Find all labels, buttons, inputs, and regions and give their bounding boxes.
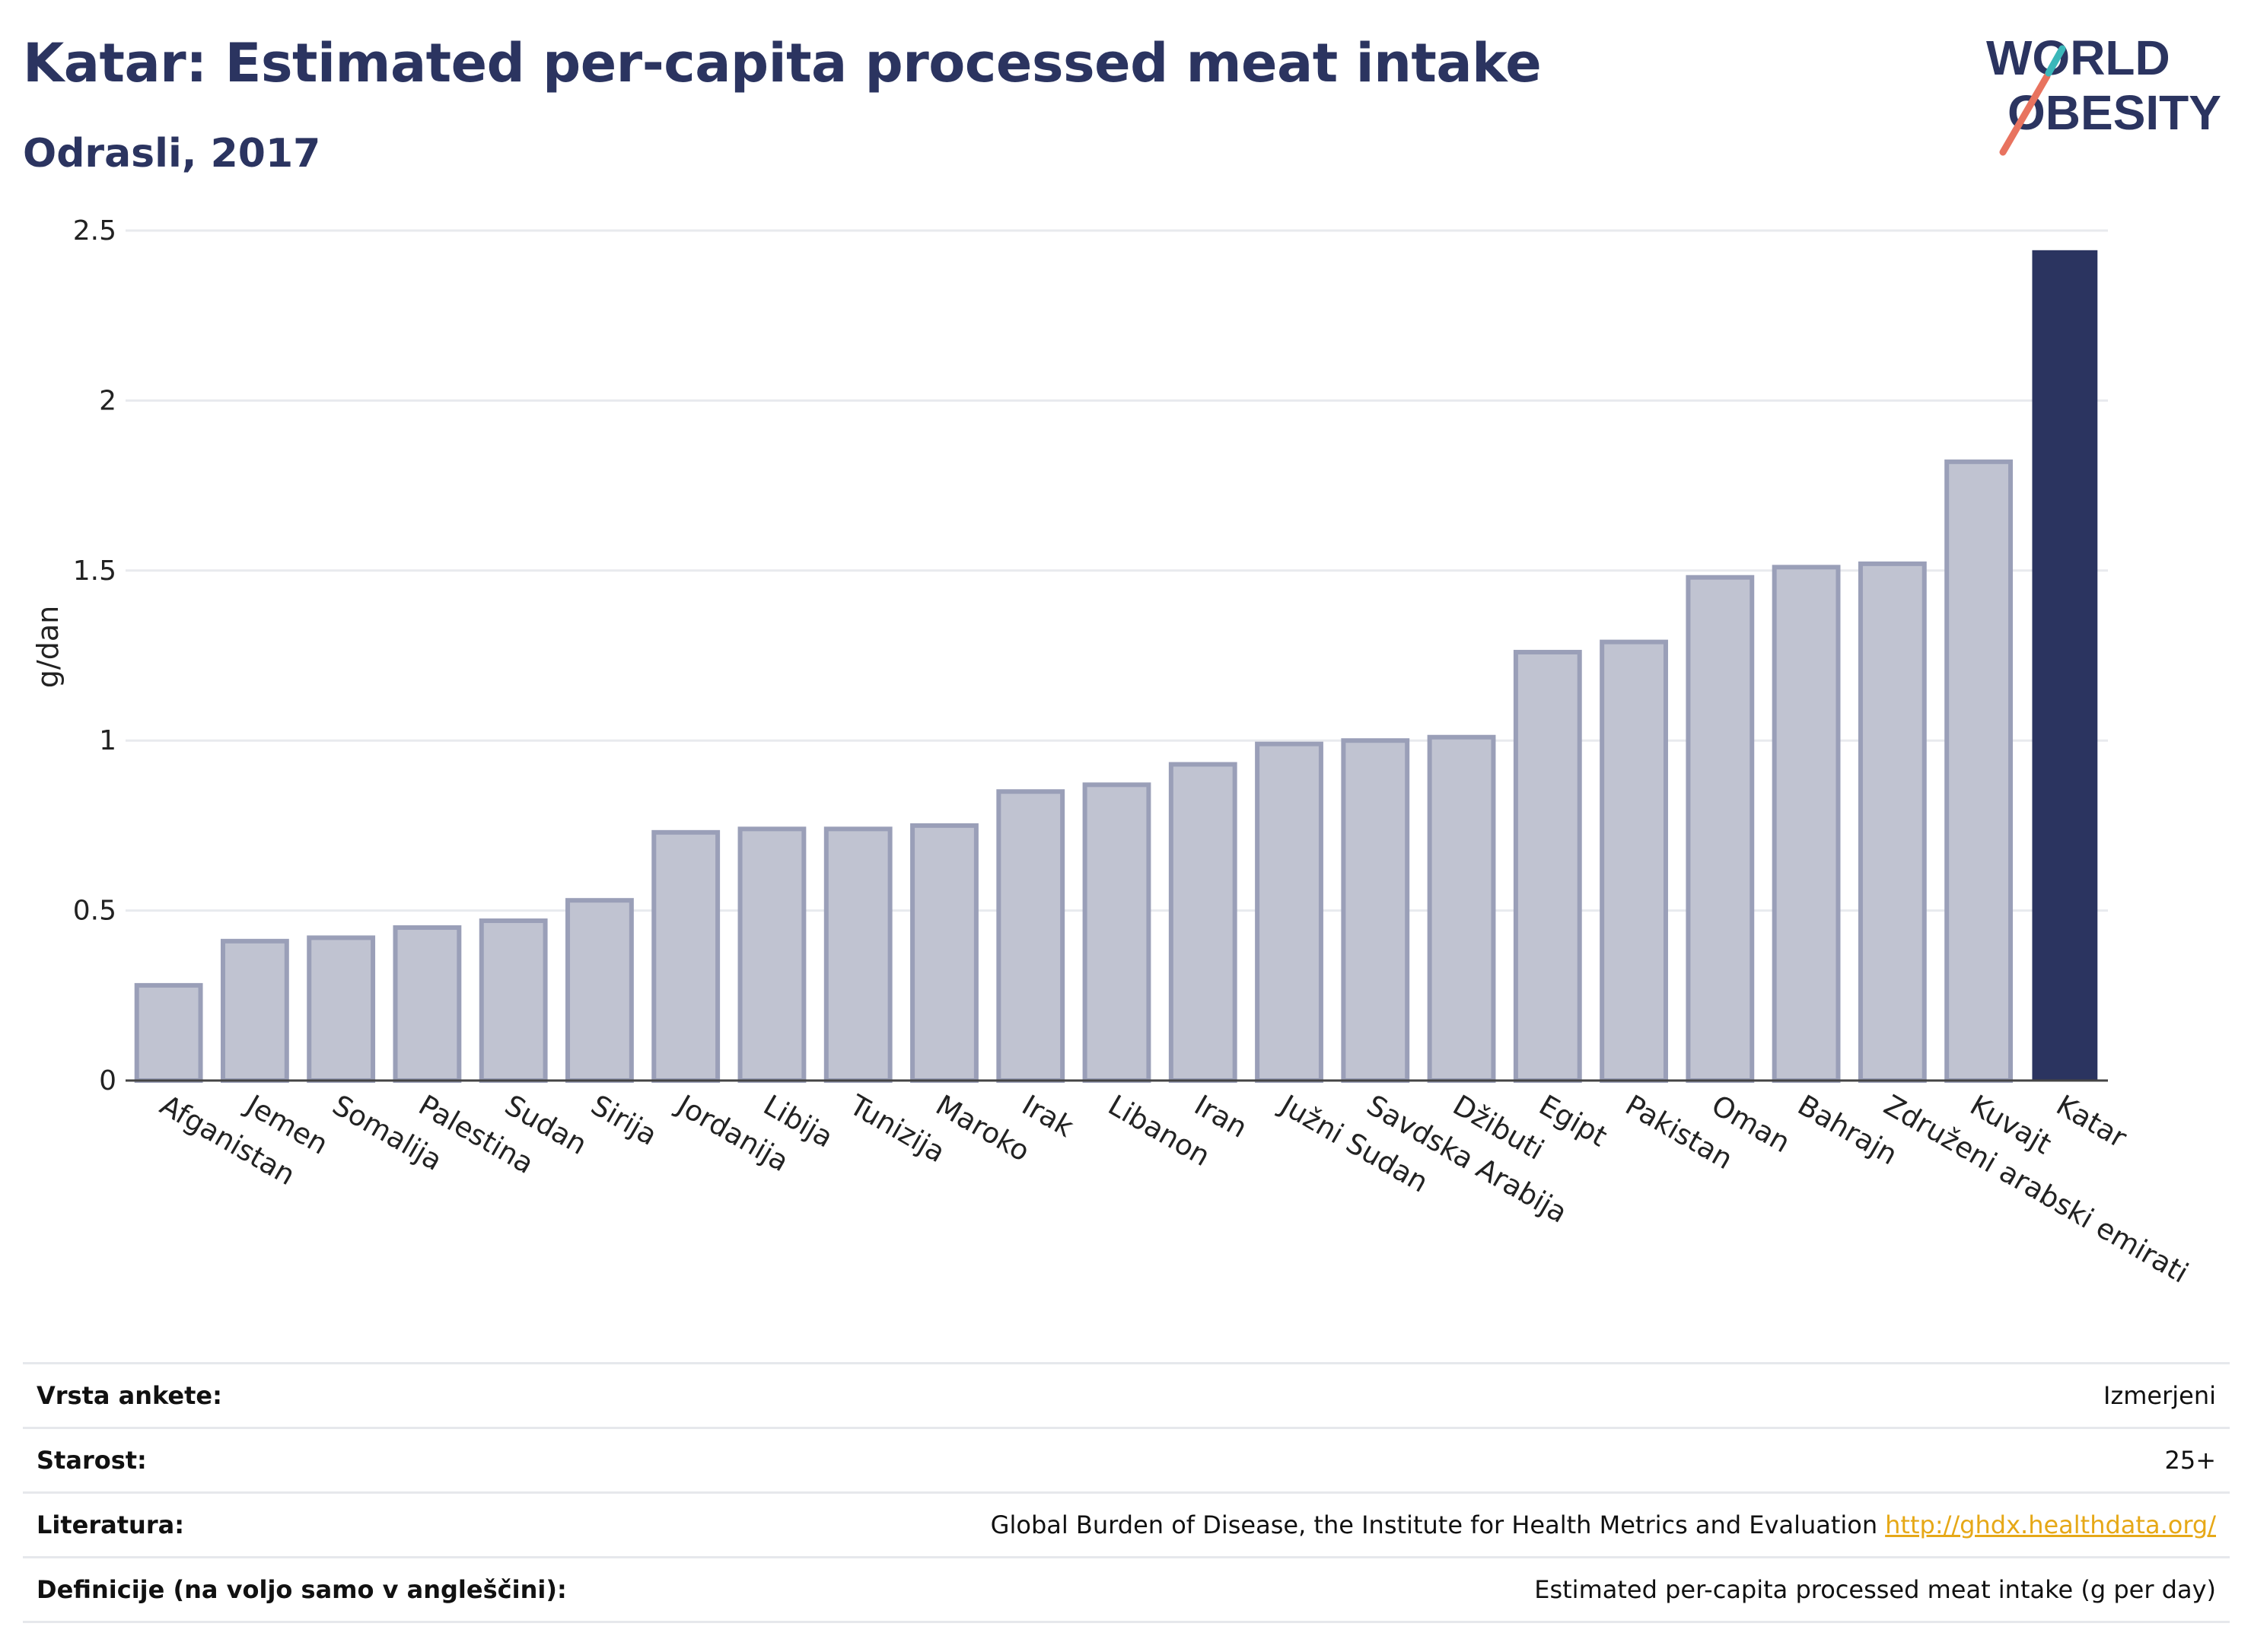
logo-slash-red: [1999, 72, 2051, 156]
world-obesity-logo: WORLD OBESITY: [1986, 30, 2221, 156]
bar-združeni-arabski-emirati[interactable]: [1858, 561, 1927, 1083]
bar-bahrajn[interactable]: [1772, 565, 1841, 1083]
bar-jemen[interactable]: [220, 938, 289, 1084]
bar-afganistan[interactable]: [134, 982, 203, 1083]
x-tick-label: Bahrajn: [1792, 1089, 1902, 1172]
meta-value: Izmerjeni: [2103, 1381, 2216, 1410]
bar-iran[interactable]: [1168, 762, 1237, 1083]
bar-palestina[interactable]: [393, 925, 462, 1083]
bar-somalija[interactable]: [307, 935, 376, 1083]
bar-kuvajt[interactable]: [1944, 459, 2014, 1083]
meta-label: Vrsta ankete:: [37, 1381, 222, 1410]
bars: [126, 250, 2108, 1084]
meta-row-literature: Literatura: Global Burden of Disease, th…: [23, 1491, 2230, 1556]
meta-value-wrap: Global Burden of Disease, the Institute …: [991, 1510, 2216, 1539]
bar-južni-sudan[interactable]: [1255, 741, 1323, 1084]
bar-libanon[interactable]: [1082, 782, 1151, 1084]
meta-row-age: Starost: 25+: [23, 1427, 2230, 1491]
meta-row-survey-type: Vrsta ankete: Izmerjeni: [23, 1362, 2230, 1427]
bar-katar[interactable]: [2032, 250, 2098, 1082]
bar-egipt[interactable]: [1513, 650, 1582, 1083]
x-tick-label: Združeni arabski emirati: [1878, 1089, 2193, 1290]
y-tick-label: 1: [99, 725, 116, 756]
meta-value: Estimated per-capita processed meat inta…: [1534, 1575, 2216, 1604]
meta-label: Starost:: [37, 1446, 147, 1475]
bar-sudan[interactable]: [479, 918, 548, 1084]
meta-label: Definicije (na voljo samo v angleščini):: [37, 1575, 567, 1604]
bar-džibuti[interactable]: [1427, 734, 1496, 1083]
page-subtitle: Odrasli, 2017: [23, 131, 321, 177]
x-tick-label: Katar: [2051, 1089, 2133, 1155]
bar-sirija[interactable]: [565, 898, 634, 1084]
logo-text-world: WORLD: [1986, 30, 2170, 85]
bar-pakistan[interactable]: [1600, 639, 1668, 1083]
y-tick-label: 0: [99, 1065, 116, 1097]
bar-savdska-arabija[interactable]: [1341, 738, 1410, 1083]
logo-slash-teal: [2045, 45, 2066, 77]
page-title: Katar: Estimated per-capita processed me…: [23, 32, 1542, 94]
metadata-table: Vrsta ankete: Izmerjeni Starost: 25+ Lit…: [23, 1362, 2230, 1623]
bar-oman[interactable]: [1686, 575, 1755, 1083]
bar-maroko[interactable]: [910, 823, 979, 1084]
meta-label: Literatura:: [37, 1510, 184, 1539]
x-tick-labels: AfganistanJemenSomalijaPalestinaSudanSir…: [154, 1088, 2194, 1290]
bar-chart: 0 0.5 1 1.5 2 2.5 AfganistanJemenSomalijaPale…: [31, 215, 2194, 1290]
meta-value: Global Burden of Disease, the Institute …: [990, 1510, 1878, 1539]
bar-jordanija[interactable]: [651, 829, 721, 1084]
x-tick-label: Tunizija: [843, 1088, 950, 1169]
bar-tunizija[interactable]: [823, 826, 893, 1084]
meta-row-definitions: Definicije (na voljo samo v angleščini):…: [23, 1556, 2230, 1623]
logo-text-obesity: OBESITY: [2007, 85, 2221, 140]
x-tick-label: Maroko: [930, 1089, 1035, 1168]
x-tick-label: Sirija: [585, 1089, 662, 1152]
meta-value: 25+: [2164, 1446, 2216, 1475]
y-axis-label: g/dan: [31, 606, 65, 688]
y-tick-label: 2.5: [73, 215, 116, 247]
y-tick-label: 1.5: [73, 555, 116, 587]
bar-irak[interactable]: [996, 789, 1065, 1083]
y-tick-labels: 0 0.5 1 1.5 2 2.5: [73, 215, 116, 1097]
y-tick-label: 0.5: [73, 896, 116, 927]
y-tick-label: 2: [99, 385, 116, 416]
source-link[interactable]: http://ghdx.healthdata.org/: [1885, 1510, 2216, 1539]
bar-libija[interactable]: [737, 826, 807, 1084]
